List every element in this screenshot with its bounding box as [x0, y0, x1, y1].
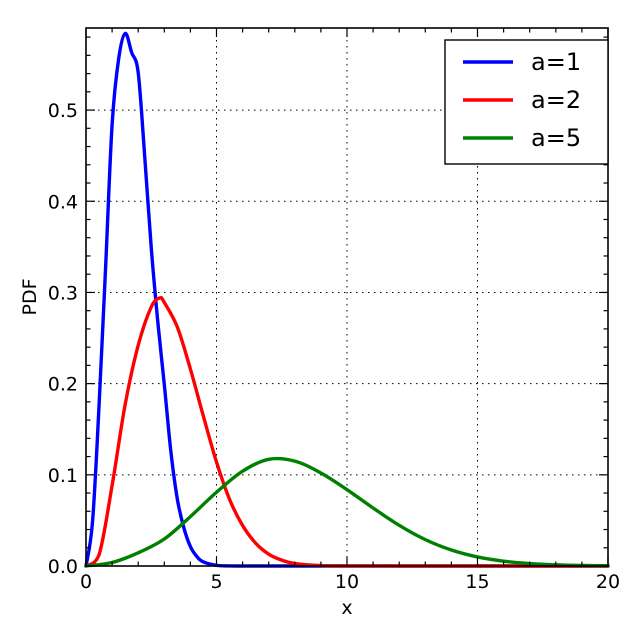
- y-tick-labels: 0.0 0.1 0.2 0.3 0.4 0.5: [48, 100, 78, 578]
- x-tick-label: 15: [465, 571, 489, 593]
- y-tick-label: 0.5: [48, 100, 78, 122]
- y-tick-label: 0.3: [48, 282, 78, 304]
- y-tick-label: 0.4: [48, 191, 78, 213]
- y-tick-label: 0.0: [48, 556, 78, 578]
- y-tick-label: 0.1: [48, 465, 78, 487]
- legend: a=1 a=2 a=5: [444, 39, 609, 165]
- legend-label: a=1: [531, 48, 581, 76]
- legend-label: a=5: [531, 124, 581, 152]
- x-tick-label: 0: [80, 571, 92, 593]
- x-axis-label: x: [341, 597, 352, 619]
- series-line-3: [84, 456, 610, 568]
- legend-label: a=2: [531, 86, 581, 114]
- x-tick-label: 20: [596, 571, 620, 593]
- y-tick-label: 0.2: [48, 374, 78, 396]
- legend-box: [444, 39, 609, 165]
- x-tick-label: 5: [210, 571, 222, 593]
- y-axis-label: PDF: [19, 278, 41, 315]
- x-tick-labels: 0 5 10 15 20: [80, 571, 620, 593]
- plot-frame: [85, 27, 609, 567]
- x-tick-label: 10: [335, 571, 359, 593]
